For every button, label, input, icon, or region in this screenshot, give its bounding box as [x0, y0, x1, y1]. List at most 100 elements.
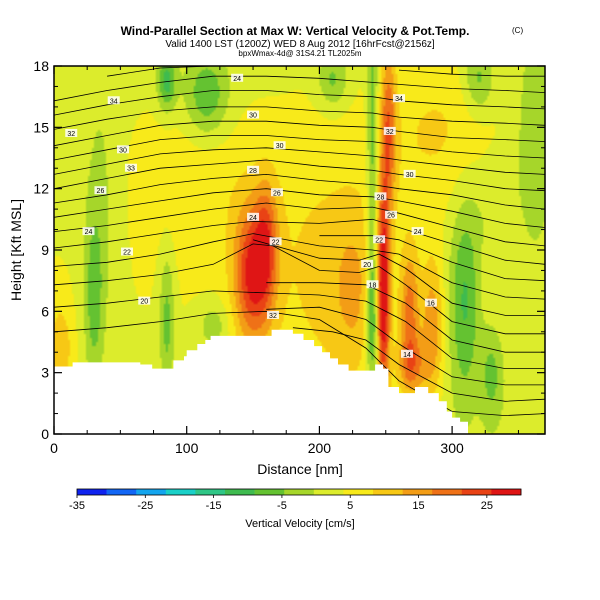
- contour-label-box: [107, 96, 120, 105]
- colorbar-tick-label: -35: [69, 500, 85, 512]
- theta-contour: [266, 282, 545, 353]
- contour-label: 14: [403, 352, 411, 359]
- theta-contour: [54, 135, 545, 161]
- contour-label-box: [273, 141, 286, 150]
- theta-contour: [54, 233, 545, 300]
- colorbar-segment: [225, 489, 255, 495]
- contour-label: 30: [276, 143, 284, 150]
- contour-label: 24: [85, 229, 93, 236]
- contour-label-box: [366, 280, 379, 289]
- chart-title: Wind-Parallel Section at Max W: Vertical…: [121, 24, 470, 38]
- contour-label: 32: [386, 129, 394, 136]
- colorbar-frame: [76, 488, 522, 496]
- contour-label-box: [424, 298, 437, 307]
- colorbar-segment: [254, 489, 285, 495]
- theta-contour: [54, 147, 545, 175]
- contour-label-box: [403, 169, 416, 178]
- contour-label-box: [82, 227, 95, 236]
- contour-labels: 34 32 30 33 26 24 22 20 24 30 30 28 26 24 22 32 34 32 30 28…: [65, 73, 437, 359]
- colorbar-label: Vertical Velocity [cm/s]: [245, 518, 354, 530]
- contour-label: 30: [119, 147, 127, 154]
- contour-label-box: [385, 210, 398, 219]
- colorbar-segment: [77, 489, 107, 495]
- colorbar-tick-label: 15: [412, 500, 424, 512]
- contour-label: 28: [249, 168, 257, 175]
- colorbar-segment: [373, 489, 403, 495]
- contour-label: 34: [395, 96, 403, 103]
- contour-label-box: [120, 247, 133, 256]
- theta-contour: [54, 75, 545, 102]
- contour-label: 22: [272, 239, 280, 246]
- colorbar-segment: [343, 489, 374, 495]
- chart-title-mark: (C): [512, 26, 523, 35]
- theta-contour: [292, 327, 545, 402]
- colorbar-tick-label: -25: [137, 500, 153, 512]
- theta-contour: [54, 243, 545, 335]
- colorbar-tick-label: 5: [347, 500, 353, 512]
- contour-label: 16: [427, 301, 435, 308]
- theta-contour: [266, 306, 545, 386]
- x-tick-label: 300: [440, 440, 464, 456]
- theta-contour: [54, 90, 545, 116]
- theta-contours: [54, 66, 545, 417]
- theta-contour: [252, 239, 545, 316]
- contour-label: 30: [406, 172, 414, 179]
- plot-area: 34 32 30 33 26 24 22 20 24 30 30 28 26 24 22 32 34 32 30 28…: [54, 66, 545, 434]
- colorbar-tick-label: 25: [481, 500, 493, 512]
- contour-label-box: [361, 259, 374, 268]
- contour-label: 30: [249, 113, 257, 120]
- contour-label-box: [247, 110, 260, 119]
- contour-label-box: [247, 212, 260, 221]
- colorbar: -35 -25 -15 -5 5 15 25: [69, 488, 522, 512]
- x-axis-label: Distance [nm]: [257, 461, 343, 477]
- y-tick-label: 9: [41, 242, 49, 258]
- x-tick-label: 100: [175, 440, 199, 456]
- contour-label: 22: [123, 250, 131, 257]
- theta-contour: [54, 159, 545, 192]
- colorbar-tick-label: -15: [206, 500, 222, 512]
- contour-label: 32: [67, 131, 75, 138]
- contour-label-box: [270, 188, 283, 197]
- contour-label: 26: [97, 188, 105, 195]
- contour-label-box: [400, 349, 413, 358]
- y-tick-label: 6: [41, 303, 49, 319]
- colorbar-segment: [313, 489, 344, 495]
- contour-label: 24: [233, 76, 241, 83]
- chart-subtitle: Valid 1400 LST (1200Z) WED 8 Aug 2012 [1…: [165, 39, 435, 50]
- colorbar-segment: [284, 489, 315, 495]
- contour-label-box: [94, 186, 107, 195]
- theta-contour: [54, 120, 545, 147]
- theta-contour: [54, 173, 545, 210]
- y-tick-label: 18: [33, 58, 49, 74]
- colorbar-segment: [491, 489, 522, 495]
- contour-label: 24: [414, 229, 422, 236]
- contour-label: 24: [249, 215, 257, 222]
- y-tick-label: 0: [41, 426, 49, 442]
- theta-contour: [54, 202, 545, 247]
- contour-label-box: [247, 165, 260, 174]
- contour-label: 28: [377, 194, 385, 201]
- contour-label: 26: [387, 213, 395, 220]
- contour-label: 18: [369, 282, 377, 289]
- contour-label-box: [117, 145, 130, 154]
- contour-label-box: [373, 235, 386, 244]
- colorbar-tick-label: -5: [277, 500, 287, 512]
- colorbar-segment: [165, 489, 196, 495]
- contour-label-box: [269, 237, 282, 246]
- theta-contour: [54, 106, 545, 130]
- theta-contour: [319, 235, 545, 282]
- colorbar-segment: [432, 489, 463, 495]
- y-tick-label: 12: [33, 181, 49, 197]
- contour-label-box: [411, 227, 424, 236]
- colorbar-segment: [461, 489, 492, 495]
- terrain-mask: [54, 329, 468, 434]
- contour-label: 26: [273, 190, 281, 197]
- y-axis-label: Height [Kft MSL]: [8, 199, 24, 301]
- contour-label-box: [383, 126, 396, 135]
- x-axis: 0 100 200 300: [50, 66, 519, 456]
- contour-label: 32: [269, 313, 277, 320]
- contour-label-box: [138, 296, 151, 305]
- contour-label: 34: [110, 98, 118, 105]
- chart-subtitle-2: bpxWmax-4d@ 31S4.21 TL2025m: [238, 49, 361, 58]
